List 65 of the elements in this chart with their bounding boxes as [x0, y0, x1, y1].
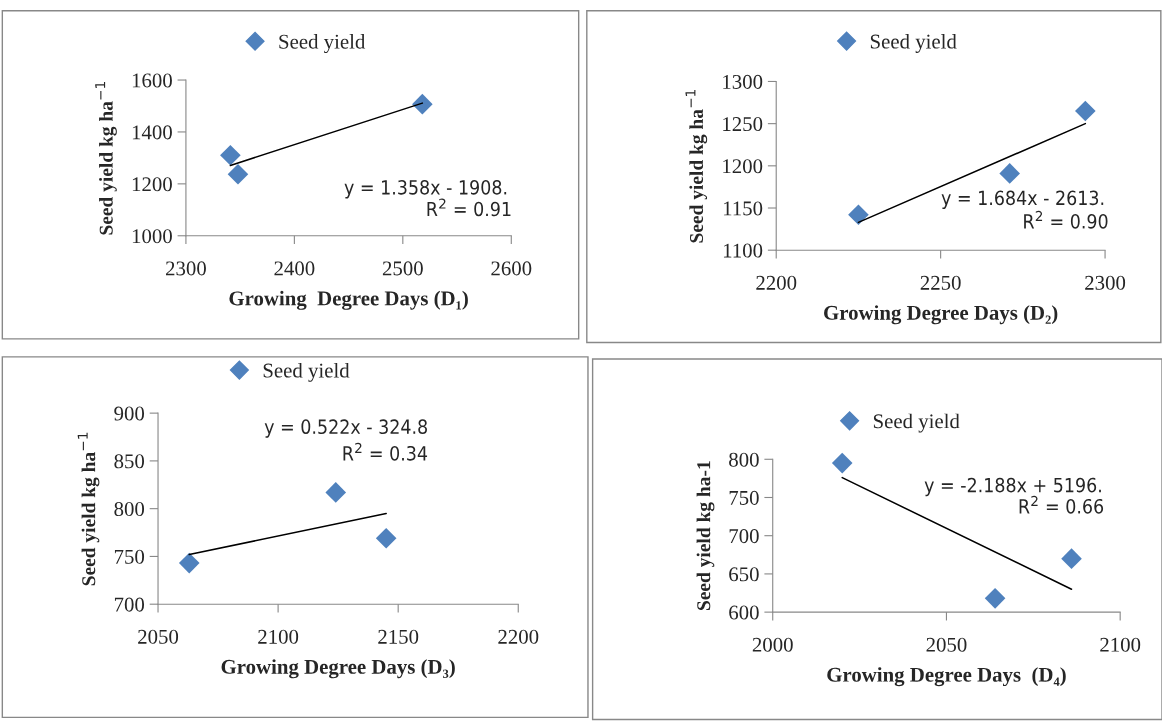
- x-tick-label: 2200: [756, 275, 797, 290]
- y-tick-label: 700: [114, 597, 145, 612]
- y-tick-label: 1150: [723, 201, 763, 216]
- x-tick-label: 2050: [926, 637, 967, 652]
- y-tick-label: 650: [729, 567, 759, 582]
- x-tick-label: 2600: [491, 261, 532, 276]
- y-tick-label: 900: [114, 406, 145, 421]
- legend-label: Seed yield: [870, 33, 957, 53]
- y-tick-label: 1200: [132, 177, 172, 192]
- y-tick-label: 850: [114, 454, 145, 469]
- point: [227, 163, 249, 185]
- x-axis-title: Growing Degree Days (D₃): [221, 659, 455, 679]
- annotation: y = -2.188x + 5196.: [924, 477, 1101, 497]
- y-tick-label: 1000: [132, 229, 172, 244]
- y-tick-label: 750: [114, 549, 145, 564]
- y-tick-label: 1100: [723, 243, 763, 258]
- x-tick-label: 2050: [138, 629, 179, 644]
- y-axis-title: Seed yield kg ha-1: [696, 461, 715, 611]
- point: [178, 552, 200, 574]
- point: [375, 527, 397, 549]
- x-tick-label: 2300: [166, 261, 206, 276]
- point: [325, 482, 347, 503]
- legend-label: Seed yield: [873, 413, 960, 433]
- y-tick-label: 1200: [723, 159, 763, 174]
- y-tick-label: 750: [729, 490, 759, 505]
- x-tick-label: 2100: [1100, 637, 1141, 652]
- y-tick-label: 1250: [723, 117, 763, 132]
- point: [831, 452, 853, 474]
- y-tick-label: 800: [114, 502, 145, 517]
- annotation: y = 0.522x - 324.8: [264, 419, 427, 438]
- annotation: y = 1.684x - 2613.: [941, 190, 1104, 209]
- y-axis-title: Seed yield kg ha$^{−1}$: [685, 90, 708, 243]
- annotation: R$^{2}$ = 0.34: [343, 442, 428, 461]
- annotation: R$^{2}$ = 0.66: [1019, 495, 1104, 514]
- y-tick-label: 800: [729, 452, 759, 467]
- x-tick-label: 2100: [258, 629, 299, 644]
- point: [412, 93, 433, 115]
- x-tick-label: 2400: [274, 261, 315, 276]
- annotation: R$^{2}$ = 0.90: [1024, 210, 1108, 229]
- point: [220, 145, 241, 166]
- point: [1061, 548, 1082, 569]
- x-tick-label: 2500: [382, 261, 423, 276]
- x-tick-label: 2300: [1085, 275, 1126, 290]
- x-axis-title: Growing Degree Days (D₁): [229, 290, 468, 310]
- point: [999, 163, 1020, 184]
- x-tick-label: 2200: [498, 629, 539, 644]
- legend-label: Seed yield: [279, 34, 366, 54]
- point: [984, 588, 1006, 609]
- y-tick-label: 1400: [132, 125, 172, 140]
- y-tick-label: 1300: [723, 74, 763, 89]
- point: [1075, 100, 1096, 122]
- y-tick-label: 600: [729, 605, 759, 620]
- point: [848, 204, 869, 226]
- y-tick-label: 1600: [132, 73, 172, 88]
- y-axis-title: Seed yield kg ha$^{−1}$: [95, 82, 117, 235]
- x-tick-label: 2250: [920, 275, 961, 290]
- x-axis-title: Growing Degree Days (D₂): [824, 305, 1058, 325]
- legend-label: Seed yield: [263, 362, 350, 382]
- annotation: R$^{2}$ = 0.91: [427, 198, 511, 217]
- x-axis-title: Growing Degree Days (D₄): [827, 667, 1066, 687]
- y-tick-label: 700: [729, 529, 759, 544]
- y-axis-title: Seed yield kg ha$^{−1}$: [77, 432, 100, 586]
- x-tick-label: 2000: [752, 637, 793, 652]
- x-tick-label: 2150: [378, 629, 419, 644]
- annotation: y = 1.358x - 1908.: [344, 179, 507, 199]
